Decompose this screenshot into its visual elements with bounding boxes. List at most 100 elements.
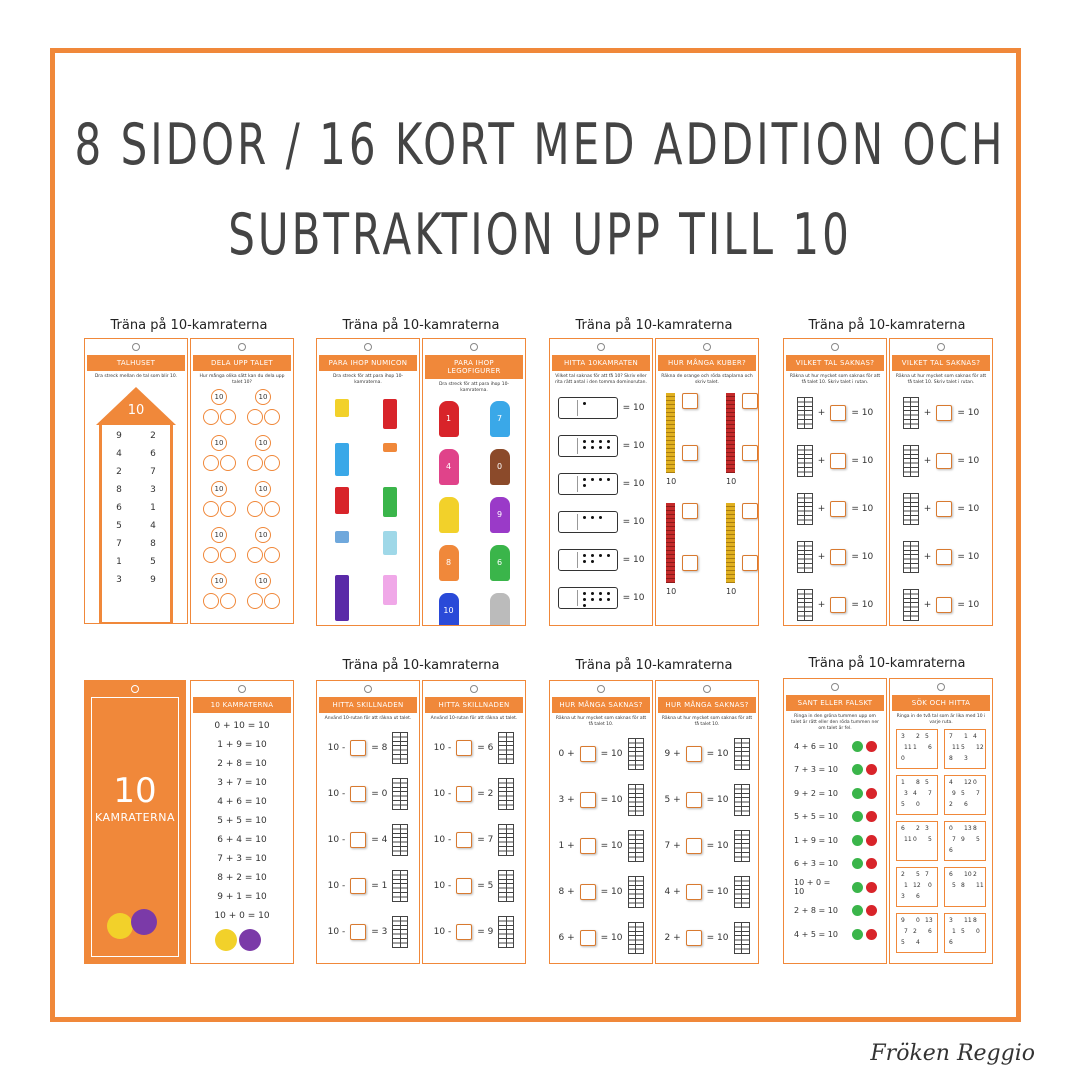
group-label: Träna på 10-kamraterna [808,656,966,671]
card-instruction: Räkna ut hur mycket som saknas för att f… [555,716,647,727]
equation-result: = 10 [851,503,874,514]
thumbs-up-icon [852,905,863,917]
scattered-number: 7 [925,870,929,878]
cube-tower-icon [666,392,675,473]
scattered-number: 12 [913,881,921,889]
bond-row: 10 10 [191,480,293,527]
number-box: 0 13 8 7 9 5 6 [944,820,986,861]
equation-line: 6 + 4 = 10 [217,835,267,845]
equation-start: 7 + [664,840,681,851]
answer-box [742,502,758,519]
bond-top: 10 [255,480,271,497]
bond-part [203,546,219,563]
pip-icon [582,439,586,443]
bond-part [220,454,236,471]
thumbs-up-icon [852,811,863,823]
answer-box [682,554,698,571]
house-number: 9 [150,574,156,585]
pip-icon [598,553,602,557]
equation-row: + = 10 [784,437,886,485]
equation-line: 2 + 8 = 10 [217,759,267,769]
ten-frame-icon [392,869,409,902]
equation-result: = 10 [851,551,874,562]
equation-result: = 10 [851,455,874,466]
answer-box [685,745,702,762]
cube-tower-icon [666,502,675,583]
equation-start: 0 + [558,748,575,759]
lego-figure-icon: 1 [438,400,459,437]
yellow-mascot-icon [107,913,133,939]
purple-mascot-icon [131,909,157,935]
outer-frame [50,48,1021,1022]
operator: + [923,599,932,610]
scattered-number: 2 [916,732,920,740]
ten-frame-icon [498,869,515,902]
bond-row: 10 10 [191,388,293,435]
cube-tower-icon [726,392,735,473]
scattered-number: 3 [901,732,905,740]
domino-list: = 10 = 10 = 10 = 10 = 10 = 10 [550,389,652,617]
card-talhuset: Talhuset Dra streck mellan de tal som bl… [84,338,188,624]
subtraction-row: 10 - = 2 [423,771,525,817]
scattered-number: 5 [961,789,965,797]
numicon-piece-icon [335,442,349,476]
equation-result: = 0 [371,788,388,799]
answer-box [350,923,367,940]
punch-hole [364,343,372,351]
thumbs-up-icon [852,787,863,799]
equation-line: 4 + 6 = 10 [217,797,267,807]
domino-icon [557,548,618,571]
answer-box [456,785,473,802]
group-label: Träna på 10-kamraterna [342,658,500,673]
ten-frame-icon [392,731,409,764]
pip-icon [582,597,586,601]
numicon-piece-icon [335,486,349,514]
ten-frame-icon [498,731,515,764]
numicon-piece-icon [383,574,397,605]
scattered-number: 13 [964,824,972,832]
ten-frame-icon [733,829,750,862]
number-bonds: 10 10 10 10 10 10 10 10 10 10 [191,388,293,619]
thumbs-down-icon [866,787,877,799]
subtraction-row: 10 - = 0 [317,771,419,817]
house-roof [96,386,176,425]
ten-frame-list: + = 10 + = 10 + = 10 + = 10 + = 10 [890,389,992,625]
thumbs-down-icon [866,881,877,893]
pip-icon [582,483,586,487]
equation-result: = 4 [371,834,388,845]
ten-frame-icon [733,875,750,908]
equation-start: 10 - [327,742,346,753]
equation-result: = 10 [622,440,645,451]
equation-result: = 2 [477,788,494,799]
ten-frame-icon [902,540,919,573]
operator: + [817,455,826,466]
equation-start: 10 - [327,788,346,799]
scattered-number: 8 [961,881,965,889]
scattered-number: 7 [952,835,956,843]
equation-line: 4 + 6 = 10 [794,741,838,751]
equation-line: 0 + 10 = 10 [214,721,270,731]
card-hur-manga-saknas: Hur många saknas? Räkna ut hur mycket so… [549,680,653,964]
equation-start: 10 - [327,926,346,937]
card-header: Vilket tal saknas? [892,355,990,371]
ten-frame-icon [498,777,515,810]
ten-frame-icon [733,783,750,816]
house-number: 6 [150,448,156,459]
equation-result: = 10 [706,932,729,943]
equation-result: = 10 [622,516,645,527]
answer-box [742,554,758,571]
answer-box [579,929,596,946]
ten-frame-list: + = 10 + = 10 + = 10 + = 10 + = 10 [784,389,886,625]
equation-line: 9 + 1 = 10 [217,892,267,902]
equation-line: 8 + 2 = 10 [217,873,267,883]
house-number: 7 [150,466,156,477]
punch-hole [470,685,478,693]
punch-hole [132,343,140,351]
card-dela-upp-talet: Dela upp talet Hur många olika sätt kan … [190,338,294,624]
punch-hole [238,685,246,693]
bond-part [220,546,236,563]
domino-icon [557,472,618,495]
thumb-pair [852,764,877,776]
ten-frame-icon [392,823,409,856]
